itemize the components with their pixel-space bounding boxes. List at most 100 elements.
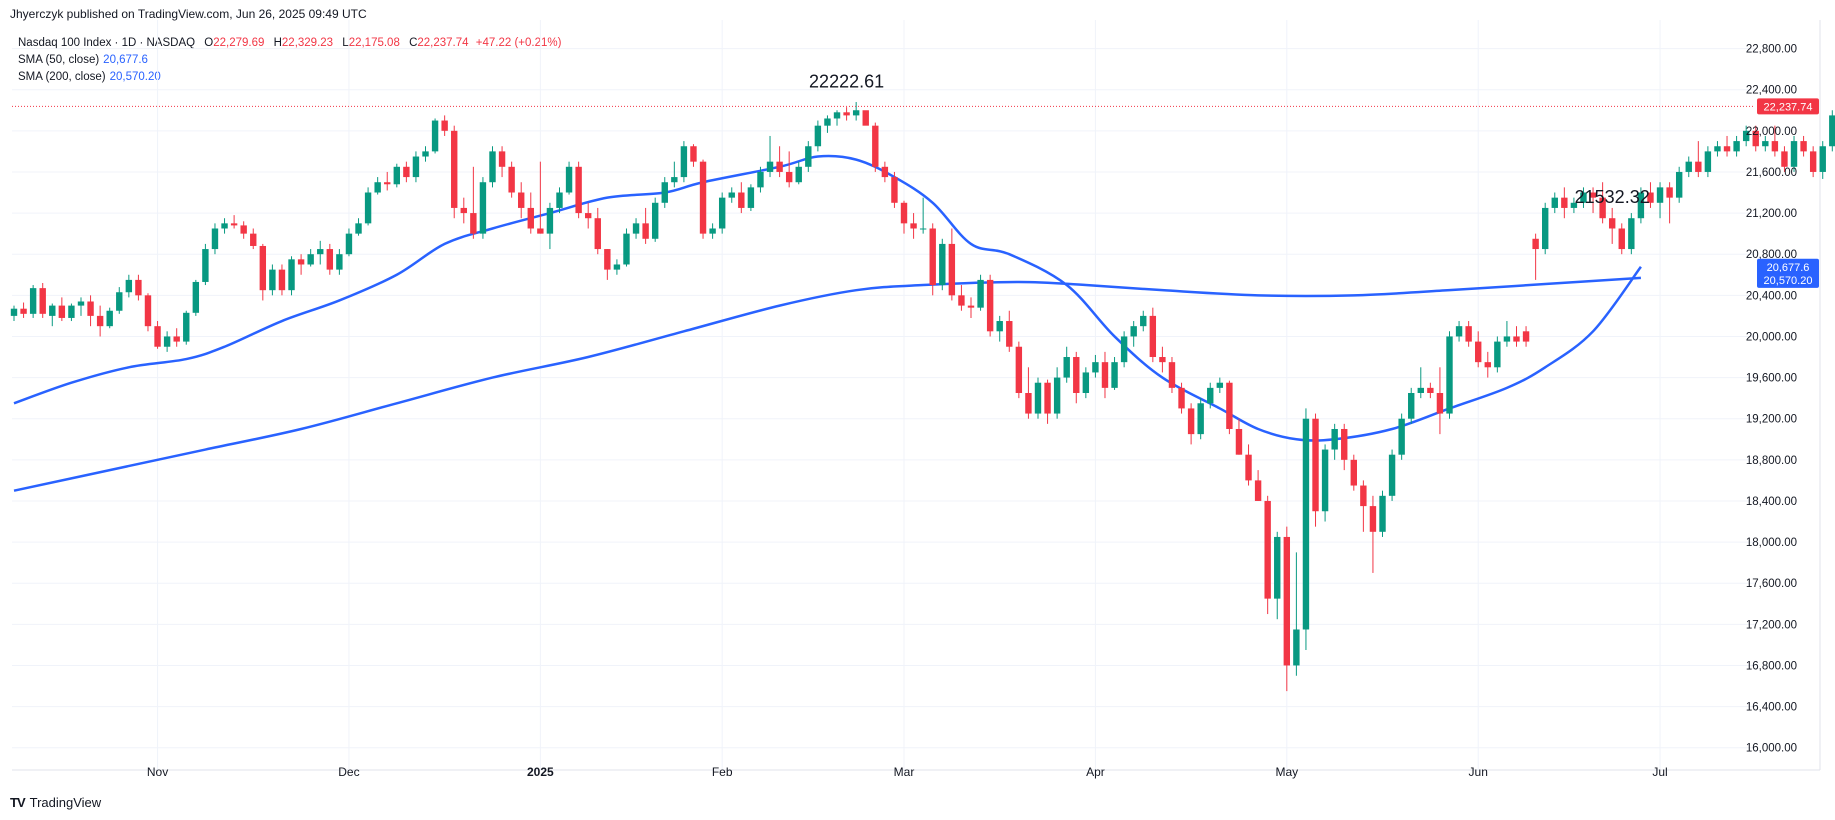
open-value: 22,279.69 <box>213 37 265 49</box>
candle-up <box>1140 310 1147 332</box>
sma-lines <box>13 154 1642 492</box>
candle-body <box>1187 408 1195 435</box>
candle-up <box>1331 423 1338 460</box>
candle-down <box>96 305 104 337</box>
candle-up <box>1207 382 1214 409</box>
candle-body <box>1149 315 1157 358</box>
y-tick-label: 16,400.00 <box>1746 702 1797 714</box>
candle-body <box>1542 207 1549 250</box>
candle-down <box>259 243 267 301</box>
candle-body <box>546 207 554 234</box>
candle-body <box>1360 485 1367 507</box>
candle-body <box>250 233 257 246</box>
candle-up <box>1321 444 1329 522</box>
tradingview-footer[interactable]: TV TradingView <box>10 795 101 810</box>
candle-down <box>527 192 534 234</box>
candle-body <box>929 228 936 286</box>
candle-up <box>221 218 228 234</box>
candle-up <box>77 297 85 316</box>
candle-down <box>508 161 515 198</box>
candle-up <box>1455 321 1463 342</box>
candle-body <box>718 197 726 229</box>
candle-body <box>642 223 649 239</box>
candle-body <box>192 281 200 313</box>
candle-body <box>785 171 793 183</box>
candle-body <box>594 218 601 250</box>
candle-up <box>651 197 659 242</box>
candle-down <box>230 215 238 229</box>
sma200-label[interactable]: SMA (200, close) <box>18 71 106 83</box>
candle-up <box>939 238 946 291</box>
candle-up <box>1580 187 1587 208</box>
candle-up <box>824 115 831 133</box>
candle-body <box>1589 192 1597 198</box>
candle-body <box>106 310 113 327</box>
candle-body <box>1829 115 1835 147</box>
candle-up <box>393 163 400 188</box>
candle-body <box>1809 151 1817 172</box>
candle-up <box>422 146 429 162</box>
symbol-title[interactable]: Nasdaq 100 Index · 1D · NASDAQ <box>18 37 196 49</box>
low-label: L <box>342 37 349 49</box>
y-tick-label: 19,600.00 <box>1746 373 1797 385</box>
candle-up <box>728 187 735 203</box>
candle-body <box>852 110 860 116</box>
candle-down <box>585 202 592 229</box>
candle-body <box>575 166 582 214</box>
candle-down <box>891 171 898 208</box>
candle-down <box>441 115 448 136</box>
candle-body <box>1274 536 1281 599</box>
candle-up <box>1446 331 1453 419</box>
candle-down <box>240 221 247 239</box>
candle-up <box>336 249 343 275</box>
candle-body <box>881 166 889 178</box>
candle-body <box>297 259 305 265</box>
candle-down <box>39 282 46 318</box>
candle-body <box>1082 372 1090 393</box>
candle-up <box>1742 125 1750 147</box>
candle-down <box>403 161 410 183</box>
candle-body <box>1111 362 1118 388</box>
candle-down <box>1015 341 1023 399</box>
candle-body <box>565 166 573 193</box>
sma200-tag-label: 20,570.20 <box>1764 275 1813 287</box>
candle-up <box>805 141 812 172</box>
candle-body <box>843 112 850 116</box>
candle-up <box>1120 331 1128 368</box>
candle-up <box>364 187 372 226</box>
candle-body <box>1446 336 1453 414</box>
candle-body <box>824 118 831 126</box>
candle-down <box>1781 146 1788 172</box>
candle-down <box>87 295 94 327</box>
candle-up <box>431 118 439 154</box>
candle-body <box>1666 187 1673 198</box>
y-axis: 16,000.00 16,400.00 16,800.00 17,200.00 17,6… <box>1746 44 1797 755</box>
candle-down <box>900 200 908 234</box>
candle-up <box>1130 321 1137 347</box>
candle-down <box>1073 351 1080 404</box>
candle-down <box>1226 380 1233 435</box>
candle-body <box>604 249 611 270</box>
candle-down <box>1771 125 1779 157</box>
candle-up <box>355 218 362 236</box>
candle-down <box>144 293 152 332</box>
candle-body <box>1264 500 1271 599</box>
candle-body <box>1790 141 1798 167</box>
candle-body <box>699 161 707 234</box>
candle-down <box>1245 444 1252 486</box>
sma50-legend-row[interactable]: SMA (50, close) 20,677.6 <box>18 52 561 69</box>
candle-up <box>632 218 640 239</box>
candle-up <box>288 256 295 296</box>
candle-down <box>1465 321 1472 347</box>
candle-body <box>1762 141 1769 147</box>
candle-down <box>910 213 917 239</box>
candle-body <box>1647 192 1654 203</box>
y-tick-label: 18,000.00 <box>1746 537 1797 549</box>
candle-body <box>1494 341 1501 368</box>
candle-body <box>58 305 66 318</box>
sma200-legend-row[interactable]: SMA (200, close) 20,570.20 <box>18 69 561 86</box>
candle-body <box>422 151 429 157</box>
candle-body <box>1216 382 1224 388</box>
sma50-label[interactable]: SMA (50, close) <box>18 54 100 66</box>
